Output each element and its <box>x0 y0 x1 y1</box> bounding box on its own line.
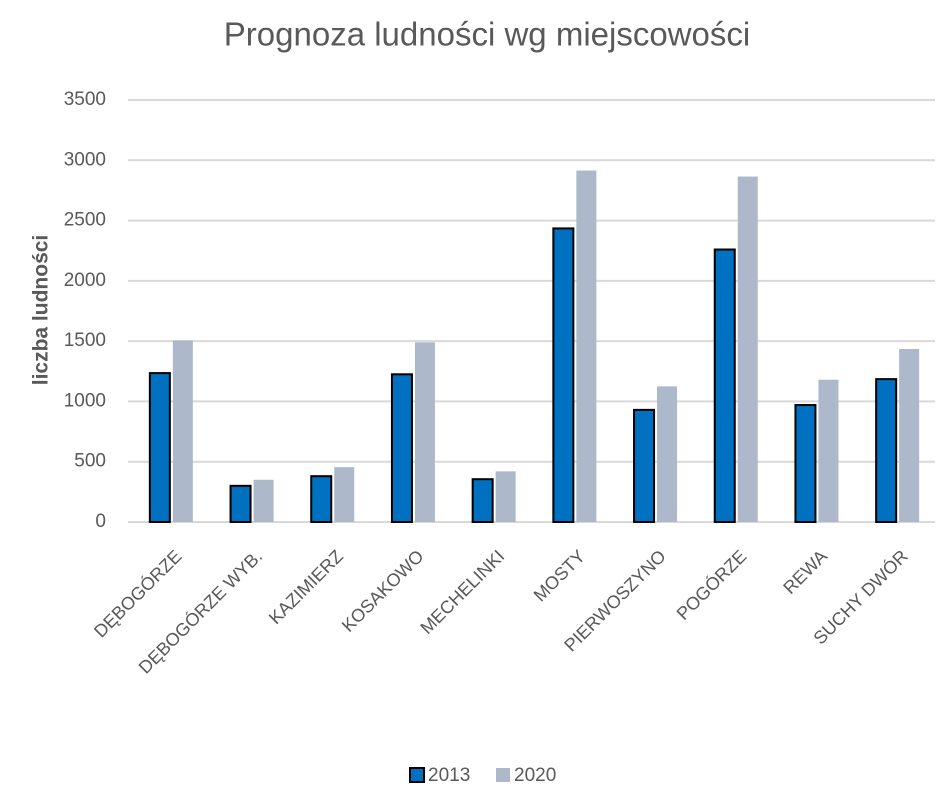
x-tick-label: KAZIMIERZ <box>265 546 347 628</box>
bar <box>794 404 817 523</box>
bar <box>737 176 758 522</box>
y-axis-label: liczba ludności <box>30 235 53 386</box>
legend-swatch <box>409 767 425 783</box>
bar <box>633 408 656 523</box>
bar <box>172 340 193 522</box>
bar <box>471 478 494 523</box>
y-tick-label: 2000 <box>64 270 106 291</box>
bar <box>390 373 413 523</box>
bar <box>657 386 678 522</box>
bar <box>552 227 575 523</box>
bar <box>875 378 898 523</box>
bar <box>253 479 274 522</box>
x-tick-label: POGÓRZE <box>672 545 750 623</box>
bar <box>818 379 839 522</box>
legend-label: 2020 <box>514 765 556 786</box>
y-tick-label: 3000 <box>64 149 106 170</box>
legend-swatch <box>496 768 510 782</box>
bar <box>899 348 920 522</box>
y-tick-label: 1000 <box>64 390 106 411</box>
bar <box>148 372 171 524</box>
bar <box>576 170 597 522</box>
bar <box>229 484 252 524</box>
chart-title: Prognoza ludności wg miejscowości <box>224 16 750 53</box>
bar <box>713 248 736 523</box>
y-tick-label: 3500 <box>64 89 106 110</box>
y-tick-label: 0 <box>95 511 106 532</box>
x-tick-label: MOSTY <box>530 546 589 605</box>
x-tick-label: KOSAKOWO <box>338 546 428 636</box>
x-tick-label: MECHELINKI <box>416 546 508 638</box>
bar <box>495 471 516 522</box>
legend-label: 2013 <box>428 765 470 786</box>
bar <box>334 467 355 522</box>
y-tick-label: 500 <box>74 451 106 472</box>
bar <box>310 475 333 524</box>
bar <box>414 342 435 522</box>
y-tick-label: 2500 <box>64 210 106 231</box>
y-tick-label: 1500 <box>64 330 106 351</box>
x-tick-label: REWA <box>779 546 831 598</box>
